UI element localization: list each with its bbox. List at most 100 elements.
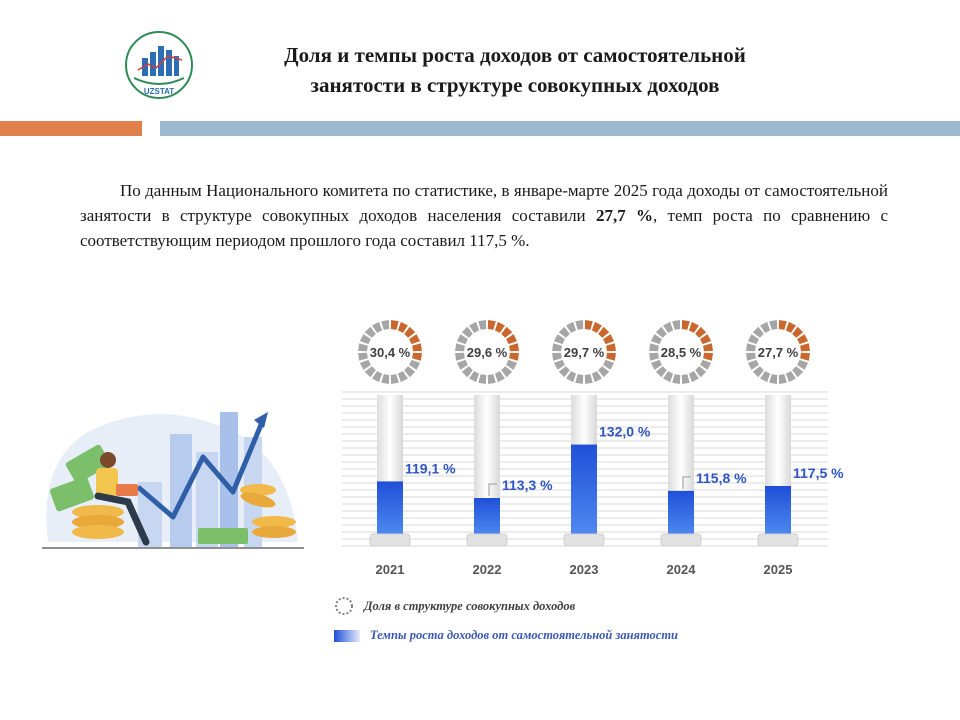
- share-ring-segment: [455, 352, 465, 361]
- share-ring-segment: [746, 343, 756, 352]
- share-ring-segment: [797, 334, 809, 345]
- share-ring-segment: [566, 321, 577, 333]
- share-ring-segment: [478, 374, 487, 384]
- share-ring-segment: [509, 343, 519, 352]
- share-ring-segment: [397, 371, 408, 383]
- share-ring-segment: [681, 320, 690, 330]
- summary-highlight: 27,7 %: [595, 206, 653, 225]
- share-ring-segment: [703, 343, 713, 352]
- legend-label-growth: Темпы роста доходов от самостоятельной з…: [370, 628, 679, 642]
- share-ring-segment: [778, 320, 787, 330]
- share-ring-segment: [688, 321, 699, 333]
- legend-ring-icon: [335, 597, 353, 615]
- share-ring-segment: [800, 352, 810, 361]
- share-ring-segment: [501, 366, 513, 378]
- legend-item-share: Доля в структуре совокупных доходов: [334, 596, 575, 616]
- share-ring-segment: [792, 326, 804, 338]
- share-ring-segment: [603, 359, 615, 370]
- share-ring-segment: [672, 374, 681, 384]
- share-ring-segment: [372, 371, 383, 383]
- share-ring-segment: [752, 326, 764, 338]
- share-ring-segment: [688, 371, 699, 383]
- share-ring-segment: [603, 334, 615, 345]
- share-ring-segment: [672, 320, 681, 330]
- share-ring-segment: [700, 334, 712, 345]
- share-ring-segment: [404, 326, 416, 338]
- share-label-2022: 29,6 %: [467, 345, 508, 360]
- uzstat-logo: UZSTAT: [125, 31, 193, 99]
- growth-bar-2021: [377, 481, 403, 536]
- share-ring-segment: [584, 374, 593, 384]
- chart-legend: Доля в структуре совокупных доходов Темп…: [334, 596, 854, 656]
- growth-label-2023: 132,0 %: [599, 424, 651, 440]
- share-ring-segment: [575, 320, 584, 330]
- share-ring-segment: [552, 352, 562, 361]
- share-ring-segment: [359, 334, 371, 345]
- share-ring-segment: [381, 320, 390, 330]
- share-ring-segment: [461, 326, 473, 338]
- share-ring-segment: [506, 334, 518, 345]
- share-ring-segment: [598, 366, 610, 378]
- share-ring-segment: [655, 326, 667, 338]
- share-ring-segment: [409, 359, 421, 370]
- share-ring-segment: [358, 352, 368, 361]
- x-label-2021: 2021: [376, 562, 405, 577]
- share-ring-segment: [769, 320, 778, 330]
- share-ring-segment: [591, 321, 602, 333]
- page-title: Доля и темпы роста доходов от самостояте…: [210, 40, 820, 100]
- share-ring-segment: [650, 359, 662, 370]
- legend-item-growth: Темпы роста доходов от самостоятельной з…: [334, 628, 678, 643]
- label-leader: [488, 483, 497, 496]
- bar-pedestal: [369, 533, 411, 547]
- share-ring-segment: [606, 352, 616, 361]
- share-ring-segment: [359, 359, 371, 370]
- share-ring-segment: [650, 334, 662, 345]
- share-ring-segment: [655, 366, 667, 378]
- share-ring-segment: [703, 352, 713, 361]
- share-ring-segment: [649, 343, 659, 352]
- share-ring-segment: [390, 374, 399, 384]
- share-ring-center: [563, 331, 605, 373]
- share-ring-segment: [769, 374, 778, 384]
- share-ring-segment: [552, 343, 562, 352]
- share-ring-segment: [456, 334, 468, 345]
- share-ring-segment: [663, 321, 674, 333]
- legend-bar-icon: [334, 629, 360, 642]
- share-ring-segment: [412, 352, 422, 361]
- share-ring-segment: [358, 343, 368, 352]
- share-ring-segment: [695, 366, 707, 378]
- growth-bar-2024: [668, 490, 694, 536]
- share-ring-segment: [598, 326, 610, 338]
- bar-pedestal: [466, 533, 508, 547]
- share-ring-segment: [663, 371, 674, 383]
- summary-text-1: По данным Национального комитета по стат…: [80, 181, 888, 225]
- share-ring-segment: [700, 359, 712, 370]
- share-ring-segment: [695, 326, 707, 338]
- share-ring-segment: [487, 374, 496, 384]
- growth-bar-2022: [474, 498, 500, 536]
- bar-pedestal: [563, 533, 605, 547]
- share-ring-segment: [390, 320, 399, 330]
- legend-label-share: Доля в структуре совокупных доходов: [364, 598, 576, 613]
- share-ring-segment: [760, 371, 771, 383]
- share-ring-segment: [372, 321, 383, 333]
- share-ring-segment: [456, 359, 468, 370]
- share-ring-segment: [501, 326, 513, 338]
- share-ring-segment: [747, 334, 759, 345]
- share-ring-segment: [797, 359, 809, 370]
- share-ring-segment: [785, 371, 796, 383]
- share-ring-segment: [478, 320, 487, 330]
- share-ring-segment: [404, 366, 416, 378]
- share-ring-segment: [553, 334, 565, 345]
- share-ring-segment: [681, 374, 690, 384]
- share-ring-center: [757, 331, 799, 373]
- share-ring-segment: [409, 334, 421, 345]
- share-ring-segment: [747, 359, 759, 370]
- logo-text: UZSTAT: [144, 87, 174, 96]
- growth-label-2021: 119,1 %: [405, 460, 456, 476]
- growth-label-2022: 113,3 %: [502, 477, 553, 493]
- share-ring-center: [466, 331, 508, 373]
- share-ring-segment: [566, 371, 577, 383]
- share-ring-segment: [461, 366, 473, 378]
- x-label-2022: 2022: [473, 562, 502, 577]
